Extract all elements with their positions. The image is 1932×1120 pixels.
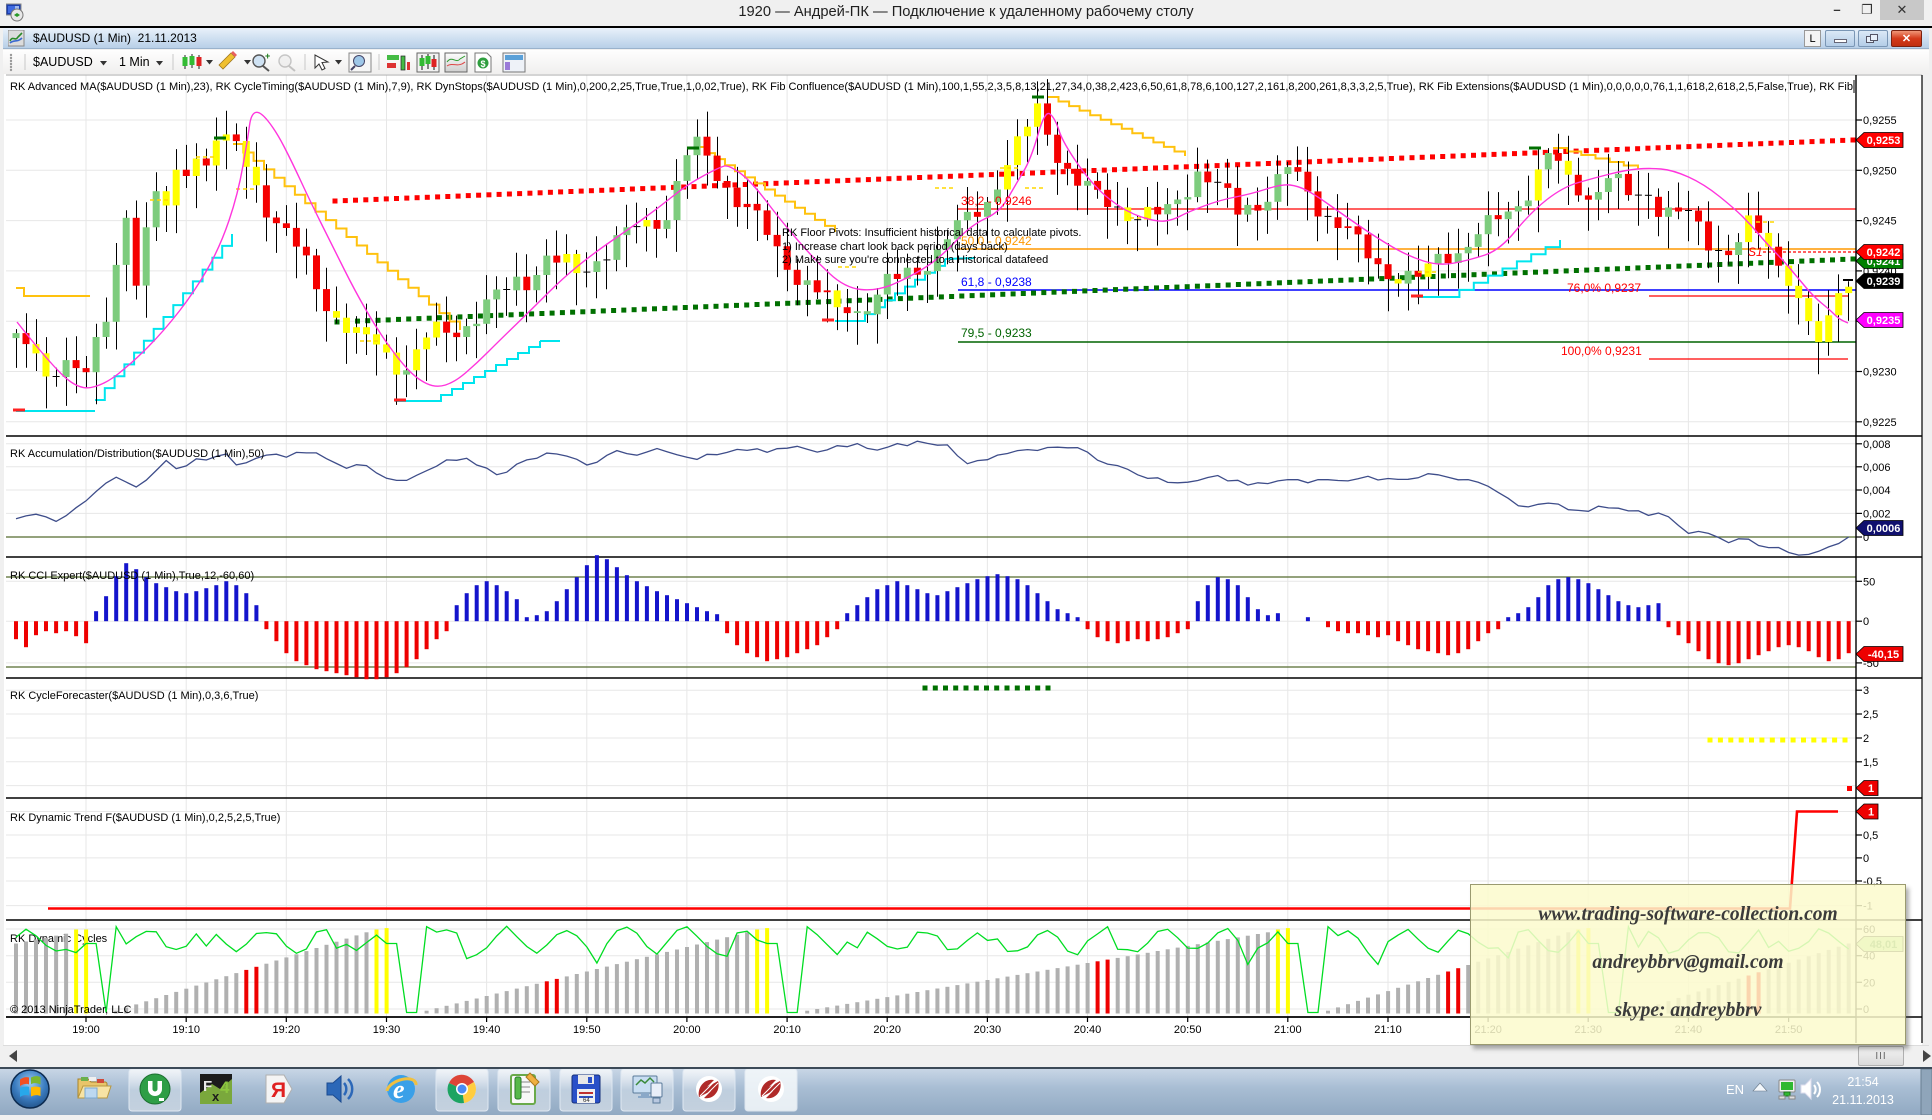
svg-text:19:50: 19:50 — [573, 1024, 601, 1036]
svg-text:20:50: 20:50 — [1174, 1024, 1202, 1036]
svg-text:0,9225: 0,9225 — [1863, 417, 1897, 429]
svg-text:0,9245: 0,9245 — [1863, 216, 1897, 228]
svg-text:21:00: 21:00 — [1274, 1024, 1302, 1036]
svg-text:1,5: 1,5 — [1863, 757, 1878, 769]
svg-text:20:30: 20:30 — [974, 1024, 1002, 1036]
svg-text:F: F — [203, 1078, 212, 1095]
svg-text:20:40: 20:40 — [1074, 1024, 1102, 1036]
svg-text:19:10: 19:10 — [172, 1024, 200, 1036]
svg-text:Я: Я — [271, 1079, 286, 1102]
svg-text:100,0% 0,9231: 100,0% 0,9231 — [1561, 344, 1642, 358]
svg-text:0: 0 — [1863, 532, 1869, 544]
svg-text:21.11.2013: 21.11.2013 — [1832, 1093, 1894, 1107]
svg-text:50,0 - 0,9242: 50,0 - 0,9242 — [961, 234, 1032, 248]
svg-text:0,9253: 0,9253 — [1867, 135, 1901, 147]
svg-text:+: + — [265, 51, 270, 61]
svg-text:0,5: 0,5 — [1863, 830, 1878, 842]
svg-text:-40,15: -40,15 — [1868, 649, 1899, 661]
svg-text:EN: EN — [1726, 1082, 1744, 1097]
svg-text:21:10: 21:10 — [1374, 1024, 1402, 1036]
svg-text:21:54: 21:54 — [1847, 1075, 1878, 1089]
svg-text:38,2 - 0,9246: 38,2 - 0,9246 — [961, 194, 1032, 208]
svg-text:0,9235: 0,9235 — [1867, 315, 1901, 327]
svg-text:0,006: 0,006 — [1863, 462, 1891, 474]
svg-text:2) Make sure you're connected: 2) Make sure you're connected to a Histo… — [782, 254, 1048, 266]
svg-text:3: 3 — [1863, 685, 1869, 697]
svg-text:RK CCI Expert($AUDUSD (1 Min),: RK CCI Expert($AUDUSD (1 Min),True,12,-6… — [10, 570, 254, 582]
svg-text:0,9250: 0,9250 — [1863, 165, 1897, 177]
svg-text:$: $ — [481, 59, 486, 69]
svg-text:0,004: 0,004 — [1863, 485, 1891, 497]
svg-text:61,8 - 0,9238: 61,8 - 0,9238 — [961, 275, 1032, 289]
svg-text:2,5: 2,5 — [1863, 709, 1878, 721]
svg-text:64: 64 — [583, 1098, 590, 1104]
svg-text:4: 4 — [220, 1078, 230, 1097]
svg-text:RK Floor Pivots: Insufficient: RK Floor Pivots: Insufficient historical… — [782, 227, 1081, 239]
svg-text:$AUDUSD: $AUDUSD — [33, 55, 93, 69]
svg-text:e: e — [393, 1075, 405, 1104]
svg-text:19:30: 19:30 — [373, 1024, 401, 1036]
svg-text:19:40: 19:40 — [473, 1024, 501, 1036]
svg-text:RK Advanced MA($AUDUSD (1 M: RK Advanced MA($AUDUSD (1 Min),23), RK C… — [10, 81, 1853, 93]
svg-text:2: 2 — [1863, 733, 1869, 745]
svg-text:1 Min: 1 Min — [119, 55, 150, 69]
svg-text:RK Accumulation/Distribution($: RK Accumulation/Distribution($AUDUSD (1 … — [10, 448, 264, 460]
svg-text:0,9239: 0,9239 — [1867, 276, 1901, 288]
svg-text:x: x — [212, 1089, 220, 1104]
svg-text:79,5 - 0,9233: 79,5 - 0,9233 — [961, 326, 1032, 340]
svg-text:20:00: 20:00 — [673, 1024, 701, 1036]
svg-text:76,0% 0,9237: 76,0% 0,9237 — [1567, 281, 1641, 295]
svg-text:0: 0 — [1863, 853, 1869, 865]
svg-text:RK Dynamic Trend F($AUDUSD (1: RK Dynamic Trend F($AUDUSD (1 Min),0,2,5… — [10, 812, 280, 824]
svg-text:© 2013 NinjaTrader, LLC: © 2013 NinjaTrader, LLC — [10, 1004, 131, 1016]
svg-text:0,002: 0,002 — [1863, 508, 1891, 520]
svg-text:0,9242: 0,9242 — [1867, 247, 1901, 259]
svg-text:20:10: 20:10 — [773, 1024, 801, 1036]
svg-text:S1: S1 — [1748, 245, 1763, 259]
svg-text:0,0006: 0,0006 — [1867, 523, 1901, 535]
svg-text:1) Increase chart look back p: 1) Increase chart look back period (days… — [782, 241, 1008, 253]
svg-text:RK CycleForecaster($AUDUSD (1: RK CycleForecaster($AUDUSD (1 Min),0,3,6… — [10, 690, 258, 702]
svg-text:20:20: 20:20 — [873, 1024, 901, 1036]
svg-text:50: 50 — [1863, 576, 1875, 588]
svg-text:0,9230: 0,9230 — [1863, 367, 1897, 379]
svg-text:1: 1 — [1868, 783, 1874, 795]
svg-text:19:20: 19:20 — [273, 1024, 301, 1036]
svg-text:0,9255: 0,9255 — [1863, 115, 1897, 127]
svg-text:0: 0 — [1863, 616, 1869, 628]
svg-text:1: 1 — [1868, 807, 1874, 819]
svg-text:19:00: 19:00 — [72, 1024, 100, 1036]
svg-text:0,008: 0,008 — [1863, 439, 1891, 451]
